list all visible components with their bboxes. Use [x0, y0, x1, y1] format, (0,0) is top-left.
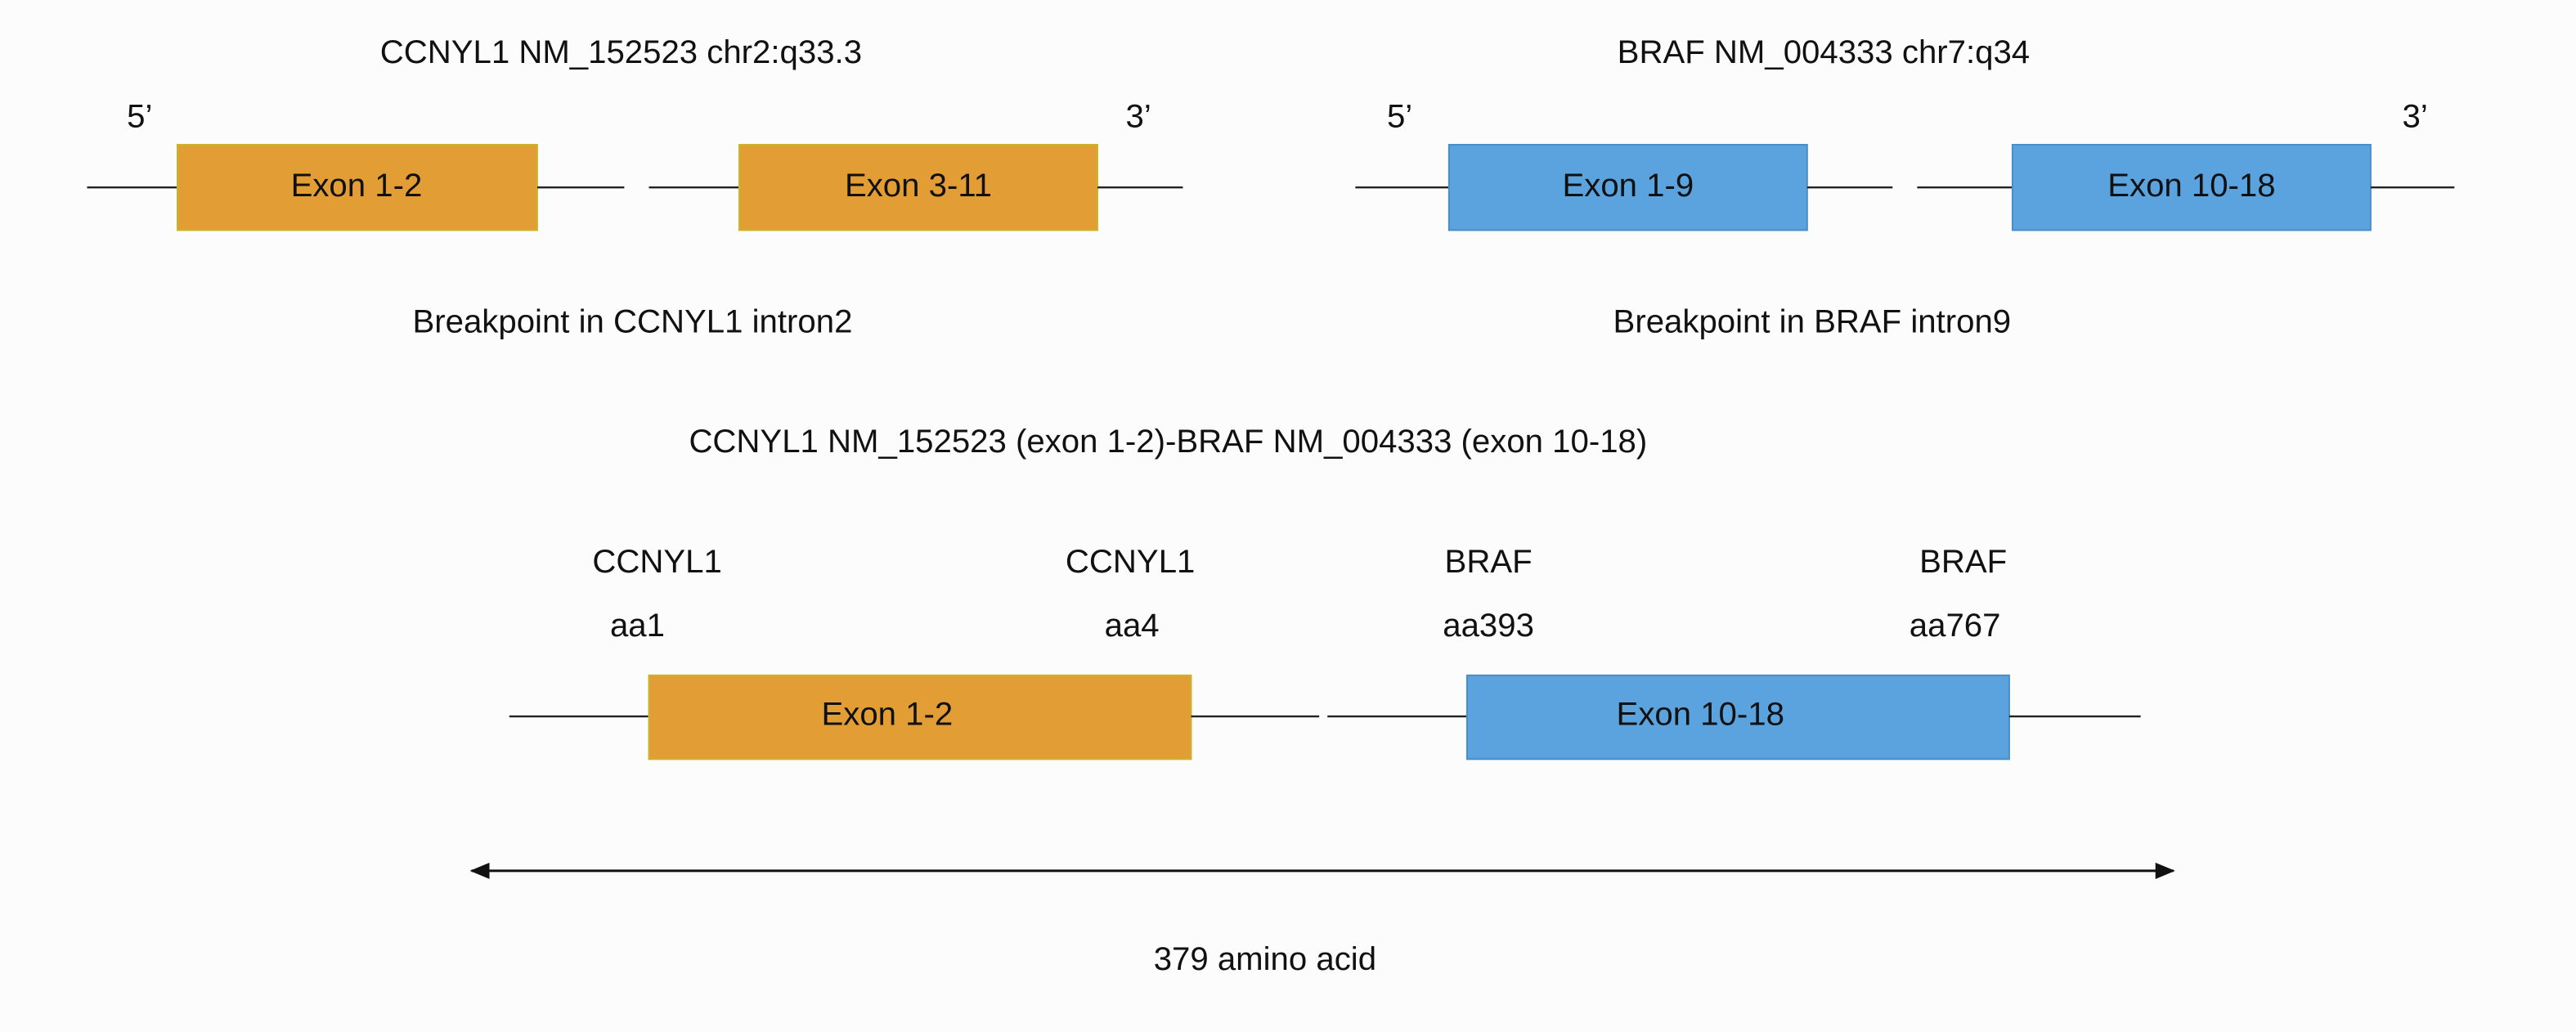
exon-box: [1447, 143, 1808, 231]
marker-position: aa393: [1443, 607, 1534, 644]
exon-label: Exon 3-11: [845, 167, 992, 204]
five-prime: 5’: [127, 97, 152, 134]
five-prime: 5’: [1387, 97, 1412, 134]
exon-label: Exon 1-2: [291, 167, 423, 204]
three-prime: 3’: [2402, 97, 2427, 134]
exon-label: Exon 10-18: [1617, 696, 1784, 733]
breakpoint-label: Breakpoint in BRAF intron9: [1613, 303, 2012, 340]
marker-position: aa767: [1910, 607, 2001, 644]
length-label: 379 amino acid: [1154, 940, 1376, 977]
exon-label: Exon 1-2: [821, 696, 953, 733]
exon-label: Exon 1-9: [1562, 167, 1694, 204]
gene-title: CCNYL1 NM_152523 chr2:q33.3: [380, 34, 862, 70]
marker-gene: CCNYL1: [592, 543, 721, 580]
marker-gene: BRAF: [1445, 543, 1533, 580]
exon-box: [176, 143, 538, 231]
gene-title: BRAF NM_004333 chr7:q34: [1618, 34, 2030, 70]
marker-gene: CCNYL1: [1066, 543, 1195, 580]
breakpoint-label: Breakpoint in CCNYL1 intron2: [412, 303, 852, 340]
exon-box: [1465, 674, 2010, 761]
marker-position: aa1: [610, 607, 665, 644]
fusion-title: CCNYL1 NM_152523 (exon 1-2)-BRAF NM_0043…: [689, 423, 1647, 460]
exon-box: [738, 143, 1098, 231]
marker-position: aa4: [1105, 607, 1160, 644]
exon-box: [648, 674, 1192, 761]
three-prime: 3’: [1126, 97, 1151, 134]
marker-gene: BRAF: [1919, 543, 2007, 580]
exon-box: [2011, 143, 2372, 231]
exon-label: Exon 10-18: [2107, 167, 2275, 204]
